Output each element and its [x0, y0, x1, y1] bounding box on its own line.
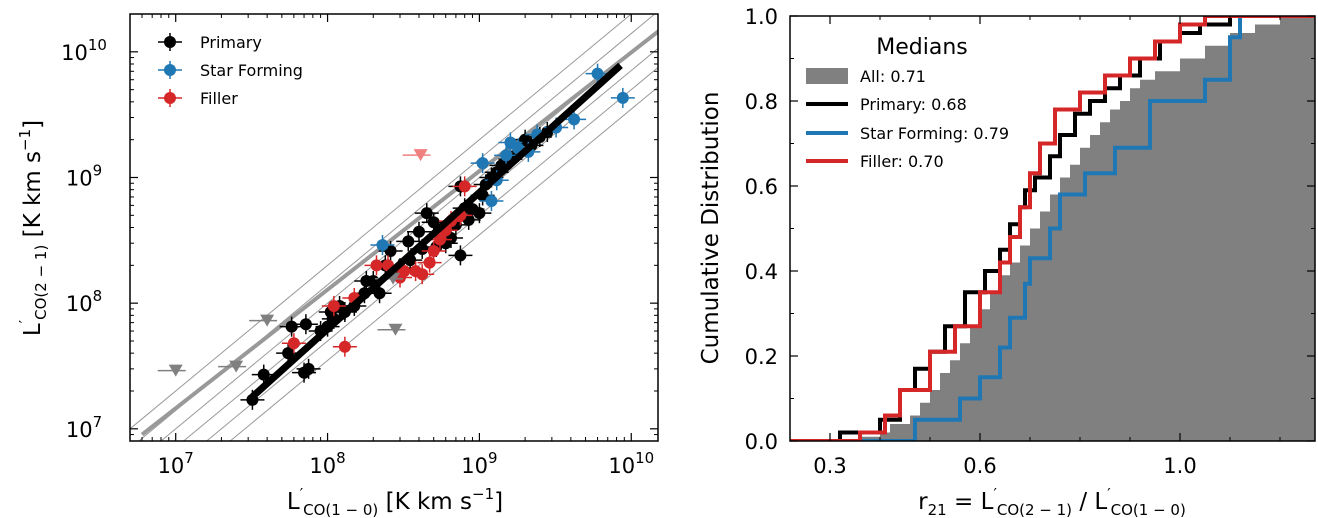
- cdf-y-tick-1: 0.2: [745, 345, 778, 369]
- unity-line: [140, 29, 658, 437]
- point-filler-10: [417, 252, 442, 273]
- point-primary-4: [296, 358, 321, 379]
- scatter-x-axis-label: L′CO(1 − 0) [K km s−1]: [287, 485, 503, 518]
- cdf-series-filler: [790, 16, 1315, 441]
- point-upper-limits-1: [218, 360, 247, 373]
- point-star-forming-4: [494, 145, 519, 166]
- point-primary-6: [293, 314, 318, 335]
- point-star-forming-12: [610, 87, 635, 108]
- legend-label-primary: Primary: [200, 33, 262, 52]
- point-filler-9: [410, 264, 435, 285]
- scatter-y-tick-1: 108: [66, 287, 102, 316]
- ratio-guide-line-0: [229, 86, 658, 441]
- cdf-x-tick-0: 0.3: [813, 454, 846, 478]
- point-upper-limits-2: [249, 314, 278, 327]
- point-star-forming-1: [470, 153, 495, 174]
- point-upper-limits-4: [377, 323, 406, 336]
- scatter-points: [157, 63, 635, 410]
- cdf-series-star-forming: [790, 16, 1315, 441]
- point-primary-23: [406, 221, 431, 242]
- point-upper-limits-0: [157, 364, 186, 377]
- cdf-y-tick-2: 0.4: [745, 260, 778, 284]
- fit-line-path: [250, 62, 623, 400]
- scatter-y-tick-2: 109: [66, 161, 102, 190]
- cdf-x-axis-label: r21 = L′CO(2 − 1) / L′CO(1 − 0): [918, 485, 1186, 518]
- legend-marker-star-forming: [158, 61, 182, 79]
- cdf-x-tick-2: 1.0: [1163, 454, 1196, 478]
- ratio-guide-line-1: [205, 67, 658, 441]
- legend-swatch-all: [806, 68, 848, 84]
- cdf-y-axis-label: Cumulative Distribution: [698, 92, 724, 365]
- scatter-x-tick-0: 107: [158, 449, 194, 478]
- unity-line-path: [140, 29, 658, 437]
- scatter-y-axis-label: L′CO(2 − 1) [K km s−1]: [16, 120, 50, 336]
- ratio-guide-line-5: [130, 14, 633, 430]
- cdf-step-lines: [790, 16, 1315, 441]
- legend-label-filler-median: Filler: 0.70: [860, 152, 944, 171]
- point-filler-11: [421, 241, 446, 262]
- point-filler-12: [427, 229, 452, 250]
- scatter-x-tick-3: 1010: [608, 449, 654, 478]
- cdf-y-tick-3: 0.6: [745, 175, 778, 199]
- legend-label-primary-median: Primary: 0.68: [860, 95, 967, 114]
- scatter-y-tick-3: 1010: [61, 36, 107, 65]
- point-primary-25: [414, 203, 439, 224]
- point-filler-16: [452, 176, 477, 197]
- cdf-axis-ticks: 0.3 0.6 1.0 0.0 0.2 0.4 0.6 0.8 1.0: [745, 5, 1315, 478]
- point-filler-0: [281, 333, 306, 354]
- scatter-axis-ticks: 107 108 109 1010 107 108 109 1010: [61, 14, 658, 478]
- point-filler-limit-0: [402, 149, 431, 162]
- point-star-forming-2: [479, 191, 504, 212]
- point-primary-5: [279, 316, 304, 337]
- legend-marker-primary: [158, 33, 182, 51]
- cdf-y-tick-5: 1.0: [745, 5, 778, 29]
- point-primary-36: [467, 203, 492, 224]
- cdf-legend: Medians All: 0.71 Primary: 0.68 Star For…: [806, 35, 1009, 171]
- point-primary-33: [448, 245, 473, 266]
- point-filler-1: [321, 295, 346, 316]
- point-star-forming-0: [370, 235, 395, 256]
- scatter-x-tick-2: 109: [461, 449, 497, 478]
- point-filler-2: [332, 336, 357, 357]
- cdf-y-tick-0: 0.0: [745, 430, 778, 454]
- fit-line: [250, 62, 623, 400]
- legend-label-all: All: 0.71: [860, 67, 926, 86]
- point-primary-21: [396, 231, 421, 252]
- scatter-panel: 107 108 109 1010 107 108 109 1010 Primary Star …: [16, 13, 659, 518]
- scatter-y-tick-0: 107: [66, 413, 102, 442]
- point-primary-1: [251, 364, 276, 385]
- legend-label-filler: Filler: [200, 89, 238, 108]
- cdf-panel: 0.3 0.6 1.0 0.0 0.2 0.4 0.6 0.8 1.0 Medians All:…: [698, 5, 1316, 518]
- point-star-forming-10: [562, 109, 587, 130]
- legend-marker-filler: [158, 89, 182, 107]
- point-star-forming-11: [585, 63, 610, 84]
- cdf-legend-title: Medians: [876, 35, 967, 60]
- legend-label-star-forming-median: Star Forming: 0.79: [860, 124, 1009, 143]
- legend-label-star-forming: Star Forming: [200, 61, 303, 80]
- cdf-y-tick-4: 0.8: [745, 90, 778, 114]
- cdf-x-tick-1: 0.6: [963, 454, 996, 478]
- scatter-x-tick-1: 108: [309, 449, 345, 478]
- scatter-legend: Primary Star Forming Filler: [158, 33, 303, 108]
